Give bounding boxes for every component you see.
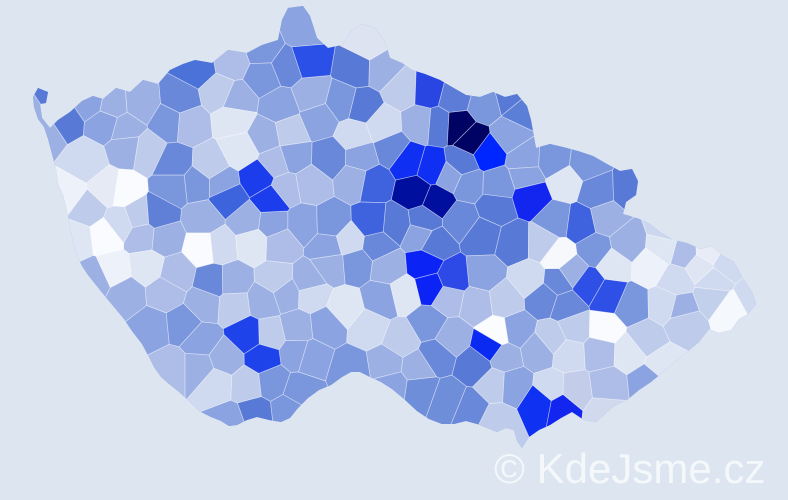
map-region[interactable]: [422, 183, 457, 220]
map-region[interactable]: [437, 251, 470, 292]
map-region[interactable]: [89, 217, 125, 257]
map-region[interactable]: [588, 278, 629, 314]
map-region[interactable]: [99, 35, 128, 118]
map-region[interactable]: [473, 132, 508, 172]
map-region[interactable]: [733, 226, 788, 368]
map-region[interactable]: [25, 255, 111, 350]
map-region[interactable]: [466, 47, 502, 127]
map-region[interactable]: [146, 190, 182, 229]
map-region[interactable]: [694, 181, 764, 265]
map-region[interactable]: [640, 159, 733, 242]
map-region[interactable]: [562, 369, 593, 412]
map-region[interactable]: [270, 394, 359, 481]
map-region[interactable]: [612, 120, 701, 219]
map-region[interactable]: [5, 49, 85, 145]
map-region[interactable]: [626, 363, 719, 452]
map-region[interactable]: [511, 181, 553, 223]
map-region[interactable]: [643, 341, 733, 436]
map-region[interactable]: [279, 308, 314, 342]
map-region[interactable]: [539, 236, 578, 270]
map-region[interactable]: [101, 343, 186, 439]
map-region[interactable]: [348, 371, 408, 456]
map-region[interactable]: [713, 193, 788, 285]
map-region[interactable]: [7, 217, 94, 295]
map-region[interactable]: [469, 328, 503, 362]
map-region[interactable]: [569, 94, 657, 182]
map-region[interactable]: [501, 42, 592, 134]
watermark-credit: © KdeJsme.cz: [494, 445, 766, 492]
map-region[interactable]: [684, 254, 715, 285]
map-region[interactable]: [483, 27, 582, 117]
map-region[interactable]: [243, 343, 282, 374]
map-region[interactable]: [427, 105, 450, 149]
map-region[interactable]: [692, 287, 731, 322]
map-region[interactable]: [249, 0, 355, 48]
map-region[interactable]: [120, 33, 161, 126]
map-region[interactable]: [446, 110, 477, 147]
map-region[interactable]: [350, 201, 387, 237]
map-region[interactable]: [85, 164, 119, 209]
map-region[interactable]: [208, 183, 250, 220]
